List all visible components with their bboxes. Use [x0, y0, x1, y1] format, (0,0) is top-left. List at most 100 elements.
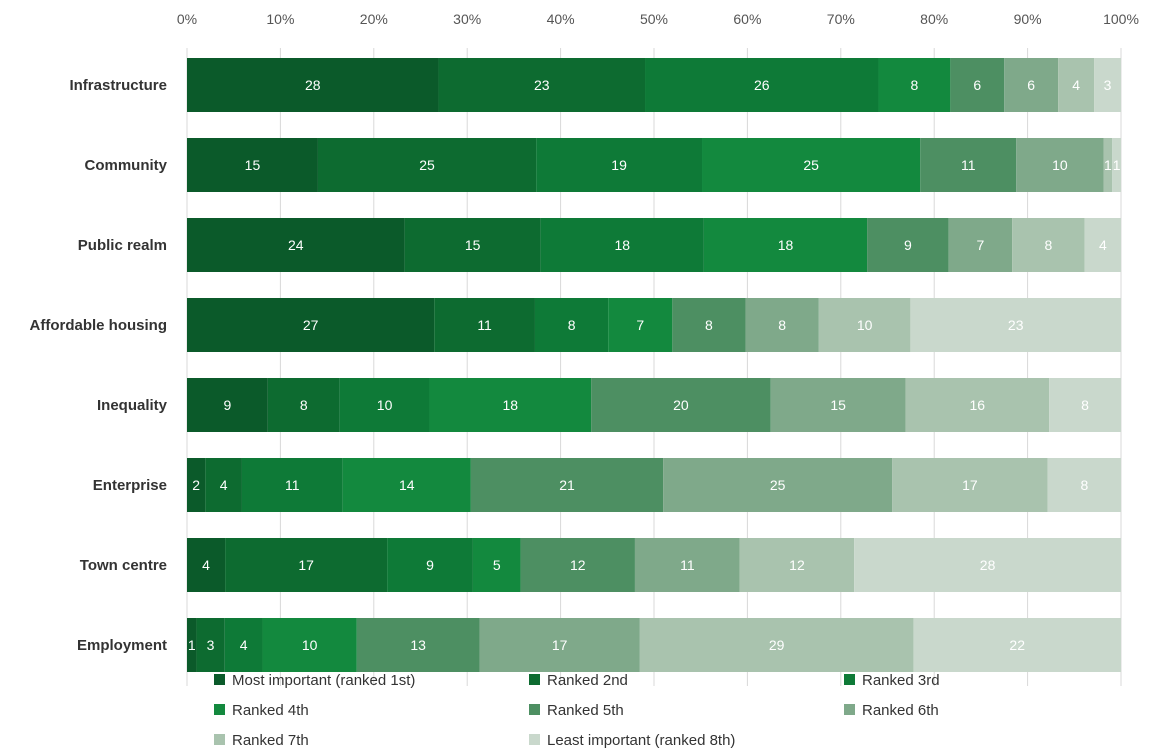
bar-segment	[910, 298, 1121, 352]
bar-segment	[534, 298, 609, 352]
x-tick-label: 10%	[266, 11, 294, 27]
data-label: 19	[611, 157, 627, 173]
legend-label: Least important (ranked 8th)	[547, 732, 735, 749]
legend-item: Ranked 7th	[214, 732, 309, 749]
data-label: 23	[1008, 317, 1024, 333]
data-label: 17	[298, 557, 314, 573]
legend-label: Ranked 4th	[232, 702, 309, 719]
bar-segment	[950, 58, 1005, 112]
bar-segment	[1004, 58, 1059, 112]
bar-segment	[905, 378, 1050, 432]
data-label: 8	[1045, 237, 1053, 253]
data-label: 20	[673, 397, 689, 413]
bar-segment	[645, 58, 879, 112]
bar-segment	[854, 538, 1121, 592]
bar-segment	[536, 138, 703, 192]
data-label: 10	[857, 317, 873, 333]
data-label: 14	[399, 477, 415, 493]
data-label: 8	[778, 317, 786, 333]
data-label: 7	[636, 317, 644, 333]
data-label: 9	[904, 237, 912, 253]
bar-segment	[770, 378, 906, 432]
data-label: 15	[465, 237, 481, 253]
data-label: 3	[207, 637, 215, 653]
data-label: 6	[973, 77, 981, 93]
data-label: 18	[614, 237, 630, 253]
data-label: 12	[789, 557, 805, 573]
x-axis-ticks: 0% 10% 20% 30% 40% 50% 60% 70% 80% 90% 100%	[177, 11, 1139, 27]
data-label: 16	[970, 397, 986, 413]
data-label: 8	[568, 317, 576, 333]
data-label: 7	[977, 237, 985, 253]
data-label: 1	[1113, 157, 1121, 173]
bar-segment	[225, 538, 388, 592]
bar-segment	[438, 58, 646, 112]
bar-segment	[818, 298, 911, 352]
data-label: 10	[377, 397, 393, 413]
data-label: 11	[961, 157, 976, 173]
legend-label: Ranked 2nd	[547, 672, 628, 689]
category-label: Affordable housing	[30, 317, 168, 334]
category-label: Enterprise	[93, 477, 167, 494]
legend-label: Ranked 7th	[232, 732, 309, 749]
data-label: 13	[410, 637, 426, 653]
data-label: 3	[1104, 77, 1112, 93]
category-label: Inequality	[97, 397, 168, 414]
x-tick-label: 80%	[920, 11, 948, 27]
bar-segment	[892, 458, 1048, 512]
legend-swatch	[844, 704, 855, 715]
data-label: 24	[288, 237, 304, 253]
data-label: 23	[534, 77, 550, 93]
x-tick-label: 40%	[547, 11, 575, 27]
bar-segment	[703, 218, 868, 272]
data-label: 22	[1009, 637, 1025, 653]
data-label: 18	[503, 397, 519, 413]
data-label: 6	[1027, 77, 1035, 93]
data-label: 9	[224, 397, 232, 413]
bar-segment	[913, 618, 1121, 672]
bar-segment	[262, 618, 357, 672]
legend-item: Ranked 6th	[844, 702, 939, 719]
legend-item: Ranked 4th	[214, 702, 309, 719]
data-label: 2	[192, 477, 200, 493]
data-label: 4	[1072, 77, 1080, 93]
data-label: 25	[419, 157, 435, 173]
x-tick-label: 0%	[177, 11, 197, 27]
data-label: 4	[220, 477, 228, 493]
legend-label: Ranked 5th	[547, 702, 624, 719]
data-label: 25	[770, 477, 786, 493]
data-label: 28	[305, 77, 321, 93]
bar-segment	[196, 618, 225, 672]
bar-segment	[867, 218, 949, 272]
bar-segment	[187, 538, 226, 592]
data-label: 27	[303, 317, 319, 333]
bar-segment	[745, 298, 819, 352]
bar-segment	[187, 218, 405, 272]
bar-segment	[1016, 138, 1104, 192]
bar-segment	[187, 378, 268, 432]
bar-segment	[591, 378, 771, 432]
bar-segment	[520, 538, 635, 592]
bar-segment	[1049, 378, 1121, 432]
legend-item: Ranked 5th	[529, 702, 624, 719]
bar-segment	[702, 138, 921, 192]
bar-segment	[241, 458, 343, 512]
data-label: 1	[188, 637, 196, 653]
legend-swatch	[214, 734, 225, 745]
bar-segment	[672, 298, 746, 352]
legend-swatch	[214, 674, 225, 685]
data-label: 4	[1099, 237, 1107, 253]
data-label: 15	[245, 157, 261, 173]
bar-segment	[739, 538, 855, 592]
bar-segment	[1094, 58, 1121, 112]
bar-segment	[470, 458, 664, 512]
legend-label: Ranked 6th	[862, 702, 939, 719]
data-label: 8	[300, 397, 308, 413]
bar-segment	[224, 618, 263, 672]
category-label: Town centre	[80, 557, 167, 574]
legend-item: Most important (ranked 1st)	[214, 672, 415, 689]
bar-segment	[1058, 58, 1095, 112]
data-label: 8	[1081, 397, 1089, 413]
bar-segment	[479, 618, 640, 672]
